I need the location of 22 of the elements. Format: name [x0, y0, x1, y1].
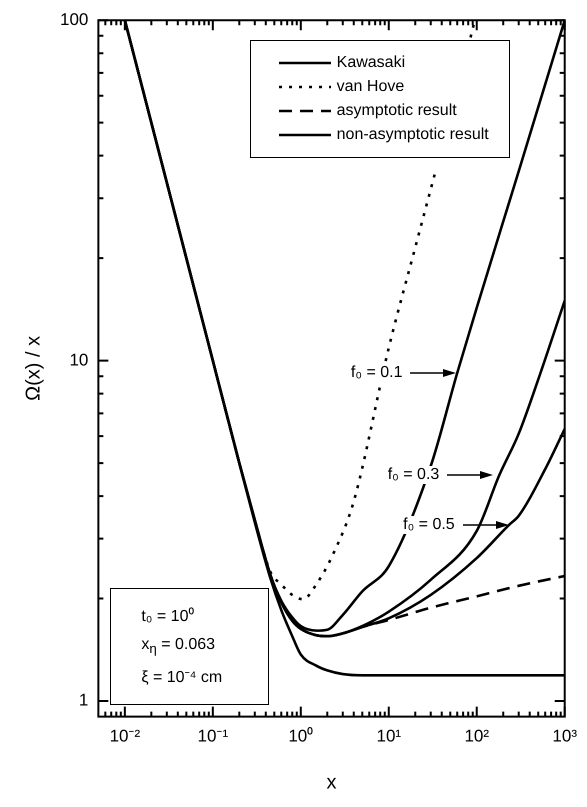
- x-tick-label: 10⁻¹: [198, 726, 228, 746]
- y-tick-label: 100: [60, 10, 88, 29]
- x-tick-label: 10⁻²: [110, 726, 140, 746]
- annotation: x$_{η}$ = 0.063: [141, 635, 216, 659]
- legend-label: asymptotic result: [336, 102, 457, 120]
- y-tick-label: 10: [69, 350, 88, 370]
- y-axis-title: Ω(x) / x: [22, 336, 45, 401]
- annotation: f₀ = 0.5: [401, 516, 457, 534]
- legend-label: non-asymptotic result: [336, 126, 489, 144]
- note-box: t₀ = 10⁰ x$_{η}$ = 0.063 ξ = 10⁻⁴ cm: [110, 588, 270, 705]
- y-tick-label: 1: [78, 690, 88, 710]
- x-axis-title: x: [326, 772, 337, 794]
- legend-label: van Hove: [336, 78, 404, 96]
- annotation: ξ = 10⁻⁴ cm: [141, 668, 222, 688]
- annotation: t₀ = 10⁰: [141, 606, 196, 628]
- x-tick-label: 10¹: [376, 726, 402, 746]
- annotation: f₀ = 0.3: [386, 466, 442, 484]
- x-tick-label: 10⁰: [288, 726, 314, 746]
- legend-label: Kawasaki: [336, 54, 406, 72]
- x-tick-label: 10²: [464, 726, 490, 746]
- annotation: f₀ = 0.1: [348, 364, 404, 382]
- x-tick-label: 10³: [552, 726, 578, 746]
